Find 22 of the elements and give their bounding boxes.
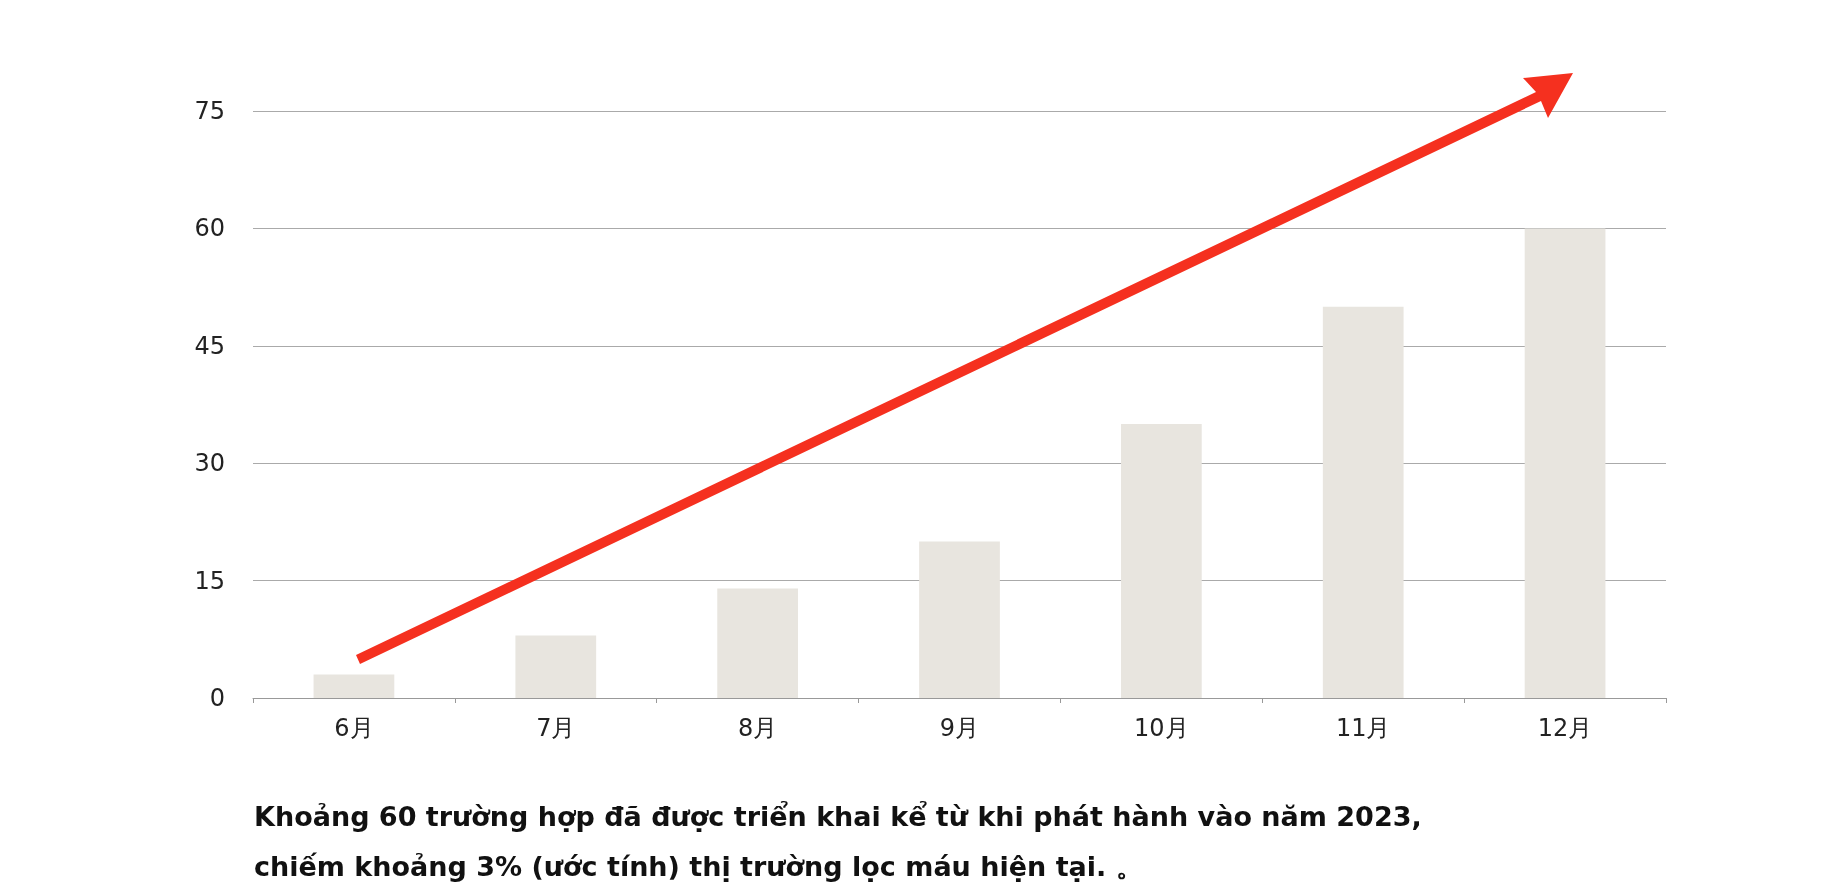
x-tick-label: 8月: [738, 714, 778, 742]
x-tick-label: 9月: [939, 714, 980, 742]
x-tick-label: 10月: [1134, 714, 1189, 742]
text: Khoảng 60 trường hợp đã được triển khai kể từ khi phát hành vào năm 2023,: [254, 800, 1422, 832]
text: chiếm khoảng 3% (ước tính) thị trường lọc máu hiện tại. 。: [254, 851, 1143, 882]
y-tick-label: 15: [194, 566, 225, 595]
y-tick-label: 45: [194, 331, 225, 360]
y-tick-label: 75: [194, 97, 225, 125]
bar: [919, 541, 1000, 698]
x-tick-label: 12月: [1537, 714, 1593, 742]
bar: [1322, 306, 1404, 698]
bar: [515, 635, 597, 698]
bar: [313, 674, 395, 698]
bar: [717, 588, 799, 698]
x-tick-label: 11月: [1335, 714, 1391, 742]
y-tick-label: 0: [209, 684, 225, 712]
x-tick-label: 6月: [334, 714, 374, 742]
bar: [1524, 228, 1606, 698]
x-tick-label: 7月: [536, 714, 576, 742]
y-tick-label: 30: [194, 449, 225, 478]
y-tick-label: 60: [194, 214, 225, 243]
bar: [1120, 424, 1202, 698]
